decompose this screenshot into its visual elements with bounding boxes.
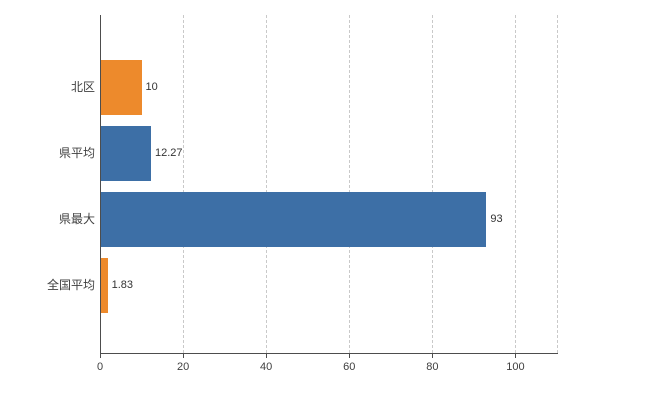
bar-value-label: 12.27 <box>154 147 183 159</box>
bar <box>100 59 142 115</box>
gridline <box>557 15 558 353</box>
x-tick-label: 0 <box>96 361 104 373</box>
gridline <box>266 15 268 353</box>
x-tick-label: 40 <box>260 361 273 373</box>
category-label: 全国平均 <box>46 278 95 292</box>
x-tick-mark <box>349 354 351 358</box>
y-axis-line <box>100 15 101 353</box>
category-label: 北区 <box>70 80 95 94</box>
gridline <box>432 15 434 353</box>
bar <box>100 191 487 247</box>
x-tick-label: 60 <box>343 361 356 373</box>
gridline <box>515 15 517 353</box>
bar-value-label: 93 <box>490 213 503 225</box>
x-tick-label: 80 <box>426 361 439 373</box>
bar <box>100 125 151 181</box>
x-tick-label: 100 <box>506 361 525 373</box>
x-tick-mark <box>183 354 185 358</box>
x-tick-mark <box>100 354 101 358</box>
x-tick-mark <box>266 354 268 358</box>
x-tick-label: 20 <box>176 361 190 373</box>
gridline <box>183 15 185 353</box>
gridline <box>349 15 351 353</box>
x-tick-mark <box>515 354 517 358</box>
bar-value-label: 10 <box>145 81 158 93</box>
category-label: 県最大 <box>58 212 95 226</box>
x-tick-mark <box>432 354 434 358</box>
x-axis-line <box>100 353 558 354</box>
category-label: 県平均 <box>58 146 95 160</box>
bar-value-label: 1.83 <box>111 279 134 291</box>
bar <box>100 257 108 313</box>
